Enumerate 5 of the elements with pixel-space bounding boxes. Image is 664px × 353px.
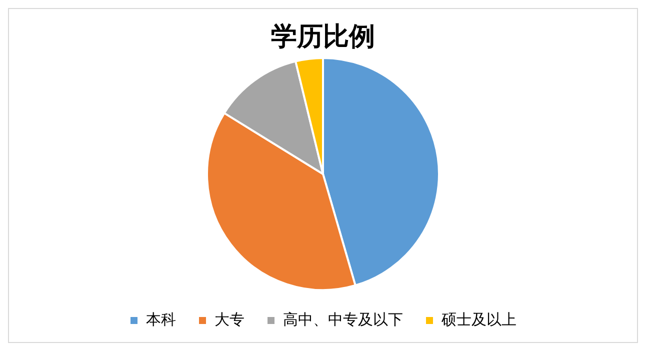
chart-title: 学历比例 [270,21,376,54]
legend-label: 高中、中专及以下 [283,310,403,328]
legend-label: 硕士及以上 [440,310,516,328]
legend-label: 大专 [214,310,244,328]
legend-label: 本科 [146,310,176,328]
